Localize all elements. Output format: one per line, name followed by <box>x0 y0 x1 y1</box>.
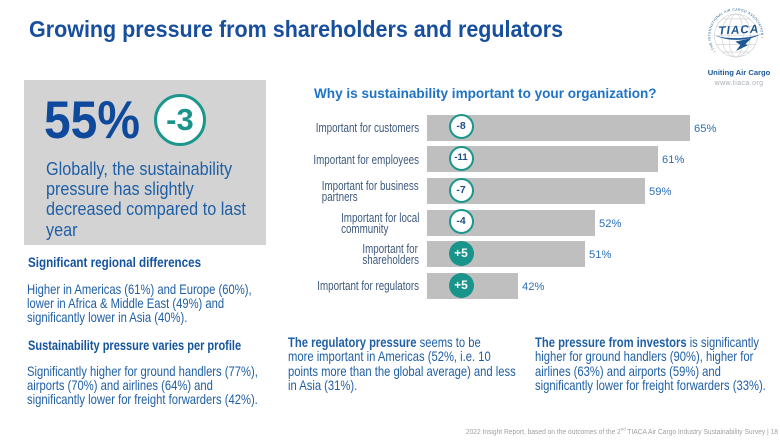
svg-text:TIACA: TIACA <box>718 22 760 37</box>
